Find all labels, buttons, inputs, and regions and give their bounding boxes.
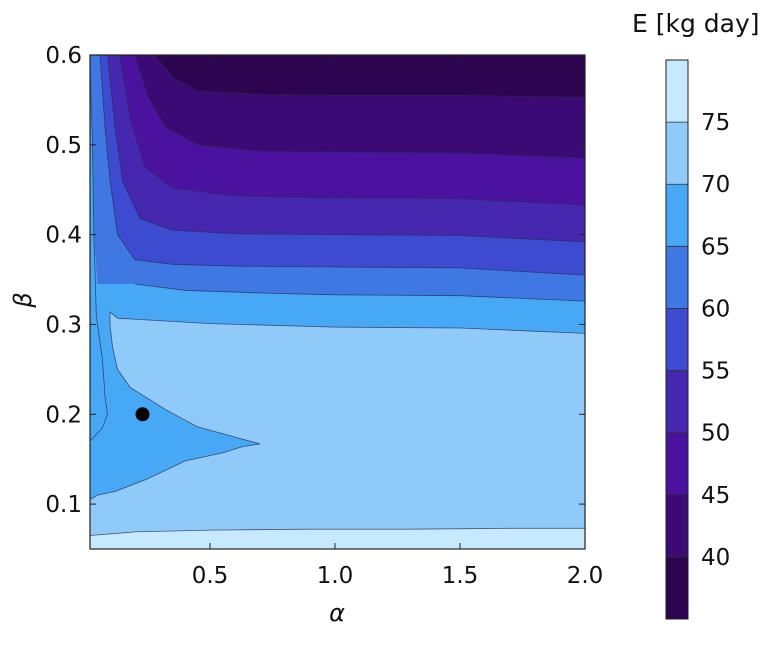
colorbar-band-55 bbox=[666, 308, 688, 371]
colorbar-tick-label-0: 40 bbox=[701, 545, 730, 571]
band-70-75 bbox=[90, 311, 585, 549]
colorbar-band-50 bbox=[666, 370, 688, 433]
contour-line-55-6 bbox=[107, 55, 585, 243]
colorbar-tick-label-6: 70 bbox=[701, 172, 730, 198]
x-tick-label-2: 1.5 bbox=[442, 563, 479, 589]
x-tick-label-3: 2.0 bbox=[567, 563, 604, 589]
contour-line-40-9 bbox=[154, 55, 585, 98]
y-axis-ticks: 0.1 0.2 0.3 0.4 0.5 0.6 bbox=[45, 43, 585, 518]
x-axis-label: α bbox=[329, 599, 345, 627]
x-tick-label-1: 1.0 bbox=[317, 563, 354, 589]
colorbar bbox=[666, 60, 688, 619]
contour-line-70-2 bbox=[109, 311, 585, 445]
colorbar-tick-label-5: 65 bbox=[701, 234, 730, 260]
contour-line-60-5 bbox=[99, 55, 585, 276]
band-75-80 bbox=[90, 528, 585, 549]
contour-line-65-3 bbox=[90, 63, 108, 442]
y-tick-label-1: 0.2 bbox=[45, 402, 82, 428]
y-tick-label-3: 0.4 bbox=[45, 223, 82, 249]
contour-filled-bands bbox=[90, 55, 585, 549]
contour-line-45-8 bbox=[134, 55, 585, 159]
x-axis-ticks: 0.5 1.0 1.5 2.0 bbox=[192, 55, 604, 589]
contour-line-70-1 bbox=[90, 443, 261, 500]
colorbar-label: E [kg day] bbox=[632, 9, 760, 38]
y-tick-label-4: 0.5 bbox=[45, 133, 82, 159]
colorbar-band-60 bbox=[666, 246, 688, 309]
contour-line-75-0 bbox=[90, 527, 585, 536]
colorbar-frame bbox=[665, 59, 689, 620]
colorbar-tick-label-7: 75 bbox=[701, 110, 730, 136]
y-tick-label-0: 0.1 bbox=[45, 492, 82, 518]
colorbar-band-70 bbox=[666, 122, 688, 185]
optimum-marker bbox=[135, 407, 150, 422]
colorbar-tick-label-4: 60 bbox=[701, 296, 730, 322]
y-axis-label: β bbox=[9, 292, 37, 308]
colorbar-band-35 bbox=[666, 556, 688, 619]
contour-line-65-4 bbox=[134, 283, 585, 302]
colorbar-tick-label-3: 55 bbox=[701, 359, 730, 385]
band-65-70-wedge bbox=[90, 369, 260, 500]
plot-frame bbox=[89, 54, 586, 550]
colorbar-band-65 bbox=[666, 184, 688, 247]
colorbar-tick-label-2: 50 bbox=[701, 421, 730, 447]
colorbar-band-45 bbox=[666, 432, 688, 495]
colorbar-ticks: 40 45 50 55 60 65 70 75 bbox=[666, 110, 730, 571]
contour-lines bbox=[90, 55, 585, 536]
y-tick-label-5: 0.6 bbox=[45, 43, 82, 69]
contour-line-50-7 bbox=[119, 55, 585, 206]
x-tick-label-0: 0.5 bbox=[192, 563, 229, 589]
y-tick-label-2: 0.3 bbox=[45, 312, 82, 338]
colorbar-tick-label-1: 45 bbox=[701, 483, 730, 509]
colorbar-band-75 bbox=[666, 60, 688, 123]
colorbar-band-40 bbox=[666, 494, 688, 557]
